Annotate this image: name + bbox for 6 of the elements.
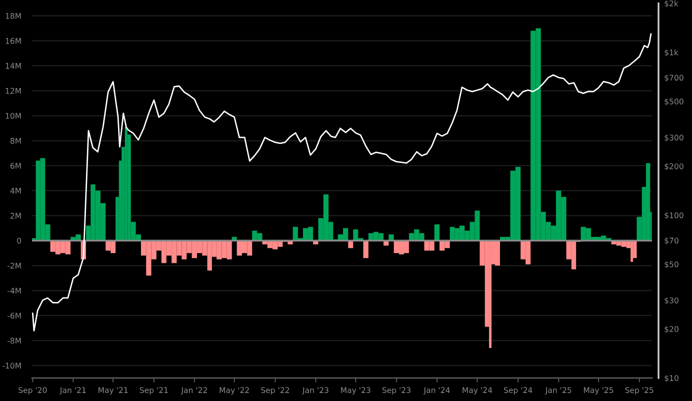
line-series [32, 33, 652, 332]
bar [495, 240, 500, 266]
bar [633, 240, 637, 258]
bar [388, 234, 394, 241]
bar [434, 224, 440, 241]
bar [363, 240, 368, 258]
